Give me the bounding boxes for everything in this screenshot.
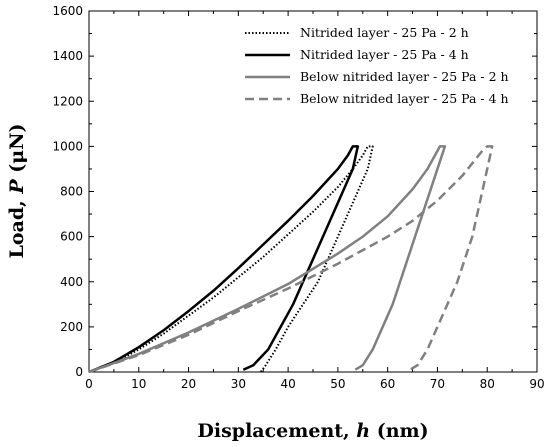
y-tick-label: 400 xyxy=(60,275,83,289)
y-axis-title-var: P xyxy=(6,179,28,195)
legend-label-1: Nitrided layer - 25 Pa - 2 h xyxy=(300,25,469,40)
series-line-1 xyxy=(88,145,374,373)
y-tick-label: 1400 xyxy=(52,49,83,63)
series-line-3 xyxy=(88,145,447,374)
legend-label-2: Nitrided layer - 25 Pa - 4 h xyxy=(300,47,469,62)
x-axis-title-unit: (nm) xyxy=(370,420,429,442)
x-axis-title-var: h xyxy=(356,420,370,442)
legend-label-3: Below nitrided layer - 25 Pa - 2 h xyxy=(300,69,509,84)
series-line-4 xyxy=(88,145,494,374)
axis-ticks: 0 10 20 30 40 50 60 70 80 90 0 200 400 600 800 1000 1200… xyxy=(52,4,544,391)
x-tick-label: 70 xyxy=(430,377,445,391)
x-tick-label: 80 xyxy=(480,377,495,391)
y-tick-label: 1000 xyxy=(52,139,83,153)
x-tick-label: 90 xyxy=(529,377,544,391)
x-axis-title-main: Displacement, xyxy=(197,420,356,442)
x-tick-label: 10 xyxy=(131,377,146,391)
y-axis-title-main: Load, xyxy=(6,194,28,259)
x-tick-label: 30 xyxy=(231,377,246,391)
y-tick-label: 200 xyxy=(60,320,83,334)
series-layer xyxy=(88,145,494,374)
y-tick-label: 1200 xyxy=(52,94,83,108)
x-tick-label: 40 xyxy=(280,377,295,391)
y-axis-title: Load, P (μN) xyxy=(6,123,28,258)
y-tick-label: 800 xyxy=(60,185,83,199)
y-axis-title-unit: (μN) xyxy=(6,123,28,179)
x-axis-title: Displacement, h (nm) xyxy=(197,420,428,442)
x-tick-label: 0 xyxy=(85,377,93,391)
x-tick-label: 20 xyxy=(181,377,196,391)
x-tick-label: 50 xyxy=(330,377,345,391)
plot-frame xyxy=(88,10,538,373)
legend: Nitrided layer - 25 Pa - 2 h Nitrided lay… xyxy=(245,25,509,106)
y-tick-label: 0 xyxy=(75,365,83,379)
series-line-2 xyxy=(88,145,360,374)
plot-border xyxy=(88,10,538,373)
y-tick-label: 600 xyxy=(60,230,83,244)
y-tick-label: 1600 xyxy=(52,4,83,18)
legend-label-4: Below nitrided layer - 25 Pa - 4 h xyxy=(300,91,509,106)
x-tick-label: 60 xyxy=(380,377,395,391)
